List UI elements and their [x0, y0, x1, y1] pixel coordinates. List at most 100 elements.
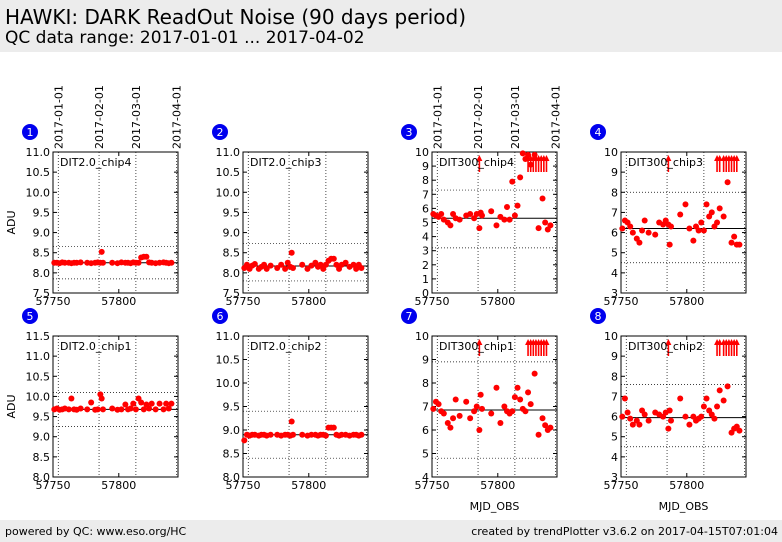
- data-point: [109, 405, 116, 412]
- y-tick-label: 6: [611, 411, 618, 424]
- y-tick-label: 9.0: [223, 227, 241, 240]
- data-point: [493, 384, 500, 391]
- data-point: [77, 259, 84, 266]
- y-tick-label: 11.0: [216, 330, 241, 343]
- out-of-range-arrowhead: [733, 339, 740, 345]
- y-tick-label: 3: [422, 245, 429, 258]
- footer-bar: powered by QC: www.eso.org/HC created by…: [0, 520, 782, 542]
- x-tick-label: 57750: [604, 479, 639, 492]
- data-point: [511, 212, 518, 219]
- y-tick-label: 7.5: [33, 287, 51, 300]
- data-point: [639, 227, 646, 234]
- data-point: [471, 408, 478, 415]
- panel-badge: [22, 124, 38, 140]
- y-tick-label: 1: [422, 273, 429, 286]
- data-point: [517, 174, 524, 181]
- y-tick-label: 11.0: [216, 146, 241, 159]
- data-point: [358, 265, 365, 272]
- data-point: [476, 427, 483, 433]
- y-tick-label: 11.0: [26, 146, 51, 159]
- data-point: [714, 219, 721, 226]
- data-point: [109, 259, 116, 266]
- data-point: [668, 223, 674, 230]
- data-point: [698, 219, 705, 226]
- data-point: [467, 211, 474, 218]
- data-point: [677, 395, 684, 402]
- data-point: [636, 239, 643, 246]
- data-point: [686, 225, 693, 232]
- y-tick-label: 8.0: [33, 471, 51, 484]
- y-tick-label: 9: [422, 354, 429, 367]
- data-point: [698, 413, 705, 420]
- plot-frame: [52, 151, 179, 294]
- x-tick-label: 57800: [480, 479, 515, 492]
- data-point: [430, 405, 437, 412]
- data-point: [330, 255, 337, 262]
- data-point: [447, 424, 454, 431]
- y-tick-label: 6: [422, 424, 429, 437]
- data-point: [130, 400, 137, 407]
- data-point: [686, 421, 693, 428]
- data-point: [140, 406, 147, 413]
- data-point: [322, 432, 329, 439]
- data-point: [288, 249, 295, 256]
- y-tick-label: 4: [422, 471, 429, 484]
- data-point: [163, 400, 170, 407]
- data-point: [278, 261, 285, 268]
- panel-label: DIT300_chip1: [439, 340, 514, 353]
- data-point: [652, 231, 659, 238]
- y-tick-label: 11.0: [26, 350, 51, 363]
- y-tick-label: 10.0: [216, 377, 241, 390]
- y-tick-label: 4: [611, 267, 618, 280]
- data-point: [627, 223, 634, 230]
- panel-badge: [22, 308, 38, 324]
- page-title: HAWKI: DARK ReadOut Noise (90 days perio…: [5, 5, 467, 29]
- data-point: [165, 405, 172, 412]
- y-tick-label: 9.5: [33, 206, 51, 219]
- data-point: [118, 406, 125, 413]
- x-tick-label: 57750: [415, 479, 450, 492]
- data-point: [511, 394, 518, 401]
- y-tick-label: 10.5: [216, 354, 241, 367]
- data-point: [504, 203, 510, 210]
- data-point: [467, 415, 474, 422]
- data-point: [531, 370, 538, 377]
- data-point: [641, 411, 648, 418]
- data-point: [666, 241, 673, 248]
- y-tick-label: 5: [422, 448, 429, 461]
- y-tick-label: 10: [604, 330, 618, 343]
- data-point: [290, 265, 296, 272]
- panel-label: DIT2.0_chip1: [60, 340, 131, 353]
- data-point: [438, 211, 445, 218]
- y-tick-label: 3: [611, 471, 618, 484]
- out-of-range-arrowhead: [716, 339, 723, 345]
- y-tick-label: 10.0: [26, 186, 51, 199]
- data-point: [636, 421, 643, 428]
- data-point: [645, 417, 652, 424]
- data-point: [299, 431, 306, 438]
- data-point: [127, 405, 134, 412]
- data-point: [267, 431, 274, 438]
- plot-panel-3: [401, 124, 558, 294]
- date-tick-label: 2017-04-01: [171, 85, 184, 149]
- data-point: [724, 383, 731, 390]
- data-point: [148, 400, 155, 407]
- data-point: [94, 406, 101, 413]
- data-point: [629, 229, 636, 236]
- y-tick-label: 10: [415, 146, 429, 159]
- y-tick-label: 10: [415, 330, 429, 343]
- plot-panel-8: [590, 308, 747, 478]
- y-tick-label: 8.5: [223, 247, 241, 260]
- data-point: [88, 399, 95, 406]
- data-point: [700, 403, 707, 410]
- data-point: [716, 205, 723, 212]
- data-point: [477, 391, 484, 398]
- data-point: [666, 407, 673, 414]
- data-point: [711, 415, 718, 422]
- date-tick-label: 2017-03-01: [130, 85, 143, 149]
- x-axis-label: MJD_OBS: [659, 500, 709, 513]
- data-point: [736, 427, 743, 434]
- plot-frame: [431, 151, 558, 294]
- data-point: [522, 408, 529, 415]
- data-point: [452, 396, 459, 403]
